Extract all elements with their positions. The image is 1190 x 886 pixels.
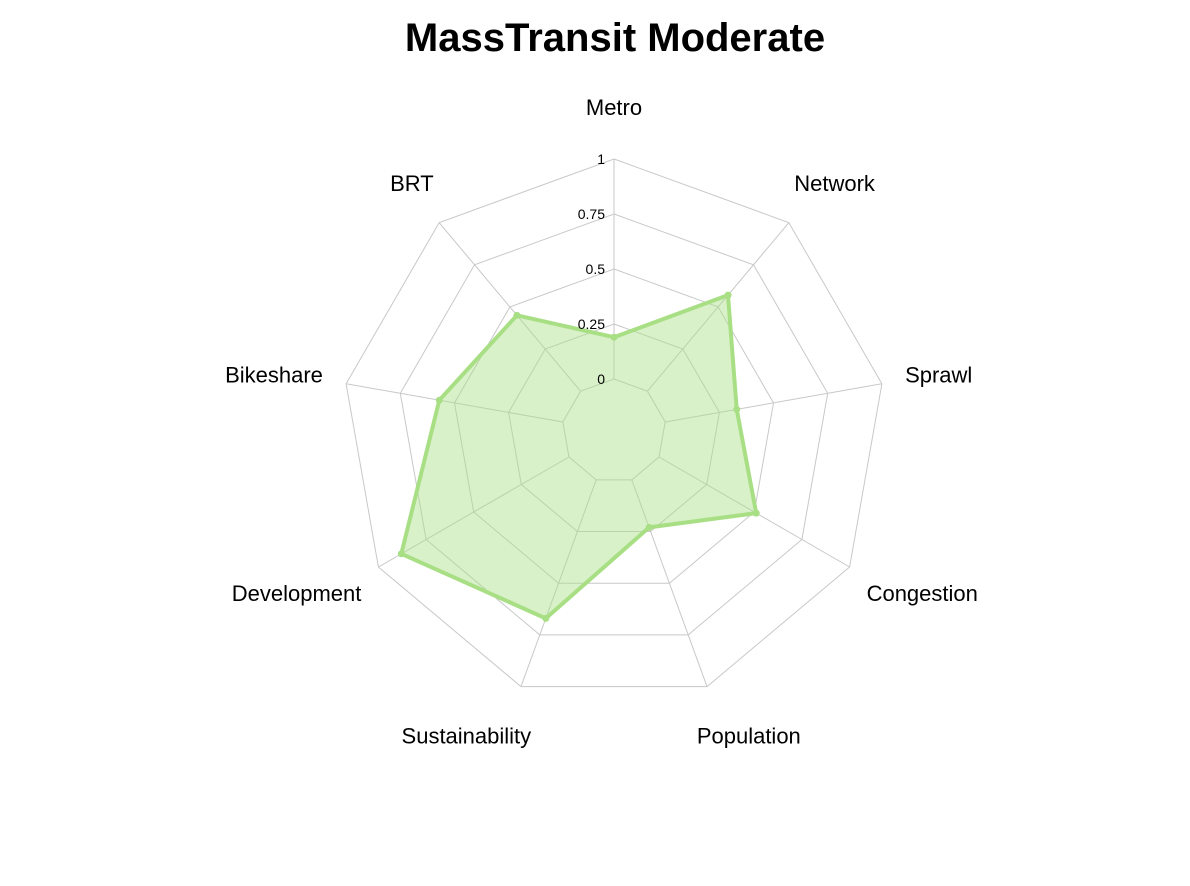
category-label: BRT — [390, 171, 434, 196]
grid-spoke — [346, 383, 563, 423]
grid-spoke — [520, 479, 597, 687]
grid-ring — [399, 213, 829, 636]
data-point — [724, 291, 732, 299]
grid-spoke — [665, 383, 882, 423]
data-point — [435, 396, 443, 404]
category-label: Development — [232, 581, 362, 606]
data-point — [513, 311, 521, 319]
category-label: Sustainability — [402, 723, 532, 748]
radial-tick-labels: 0 0.25 0.5 0.75 1 — [578, 151, 605, 387]
category-label: Metro — [586, 95, 642, 120]
chart-title: MassTransit Moderate — [404, 16, 826, 60]
grid-ring — [345, 158, 883, 688]
category-label: Congestion — [867, 581, 978, 606]
category-label: Bikeshare — [225, 363, 323, 388]
data-point — [645, 523, 653, 531]
grid-spoke — [631, 479, 708, 687]
grid-spoke — [647, 222, 790, 392]
radial-tick-label: 1 — [597, 151, 605, 167]
category-labels: Metro Network Sprawl Congestion Population Su… — [225, 95, 978, 748]
radial-tick-label: 0.25 — [578, 316, 605, 332]
category-label: Network — [794, 171, 876, 196]
radar-grid — [345, 158, 883, 688]
series-area — [399, 293, 759, 621]
radial-tick-label: 0.5 — [586, 261, 606, 277]
data-point — [397, 550, 405, 558]
radial-tick-label: 0 — [597, 371, 605, 387]
data-point — [733, 405, 741, 413]
category-label: Population — [697, 723, 801, 748]
grid-spoke — [438, 222, 581, 392]
grid-ring — [562, 378, 666, 481]
radar-series — [397, 291, 760, 622]
grid-spoke — [378, 456, 570, 568]
data-point — [752, 509, 760, 517]
data-point — [610, 333, 618, 341]
data-point — [542, 614, 550, 622]
radial-tick-label: 0.75 — [578, 206, 605, 222]
grid-ring — [508, 323, 720, 532]
category-label: Sprawl — [905, 363, 972, 388]
